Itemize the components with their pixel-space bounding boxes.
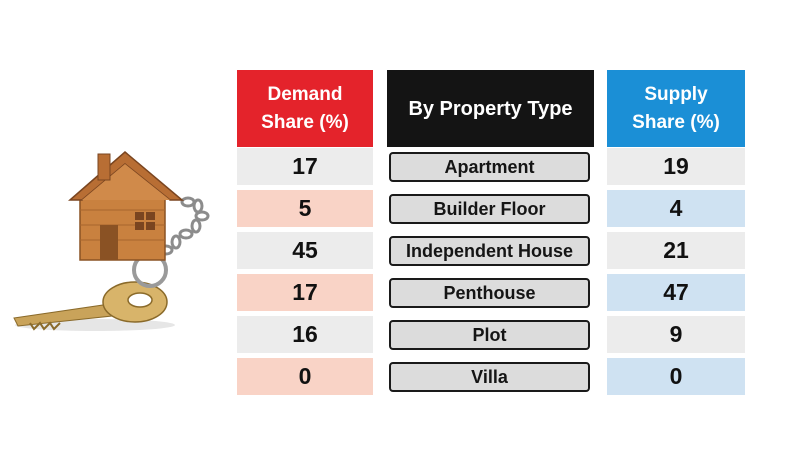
property-type-cell: Plot — [389, 320, 590, 350]
property-share-table: Demand Share (%) By Property Type Supply… — [237, 70, 745, 395]
demand-cell: 0 — [237, 358, 373, 395]
property-type-cell: Villa — [389, 362, 590, 392]
demand-cell: 16 — [237, 316, 373, 353]
property-type-cell: Builder Floor — [389, 194, 590, 224]
supply-cell: 21 — [607, 232, 745, 269]
house-keychain-icon — [13, 151, 210, 331]
supply-cell: 47 — [607, 274, 745, 311]
demand-cell: 17 — [237, 148, 373, 185]
demand-cell: 5 — [237, 190, 373, 227]
property-type-cell: Independent House — [389, 236, 590, 266]
supply-cell: 4 — [607, 190, 745, 227]
property-type-header: By Property Type — [387, 70, 594, 147]
property-type-cell: Apartment — [389, 152, 590, 182]
demand-cell: 45 — [237, 232, 373, 269]
demand-cell: 17 — [237, 274, 373, 311]
supply-cell: 9 — [607, 316, 745, 353]
supply-cell: 19 — [607, 148, 745, 185]
supply-cell: 0 — [607, 358, 745, 395]
demand-share-header: Demand Share (%) — [237, 70, 373, 147]
supply-share-header: Supply Share (%) — [607, 70, 745, 147]
property-type-cell: Penthouse — [389, 278, 590, 308]
